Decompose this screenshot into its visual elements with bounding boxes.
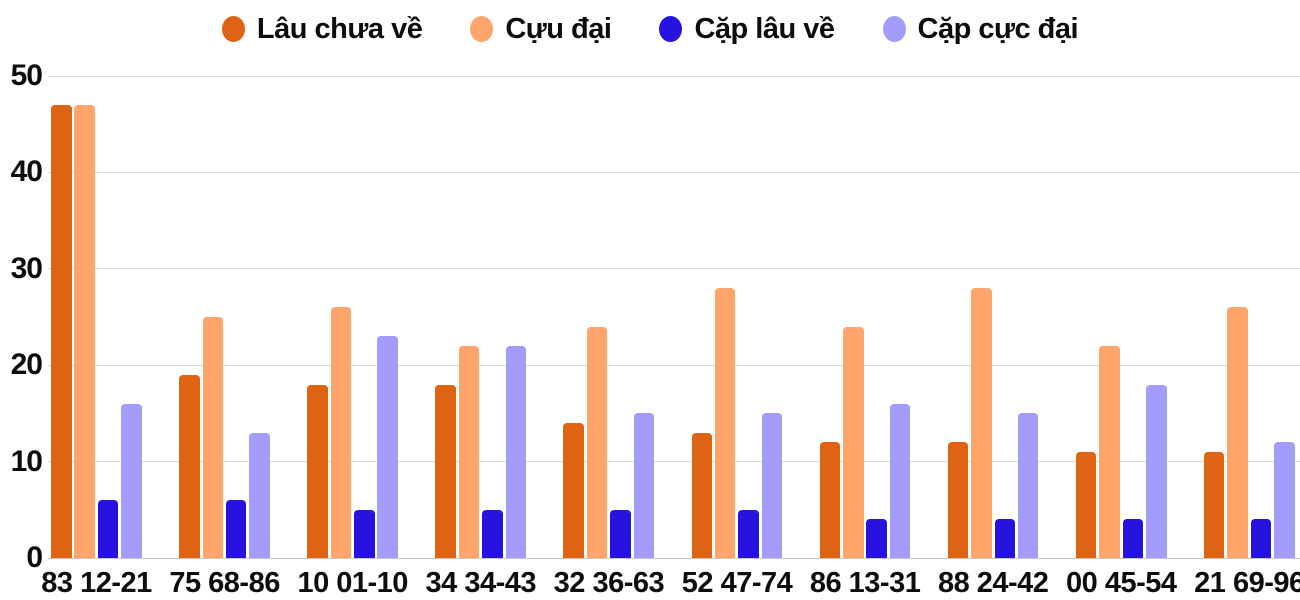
legend-series-dot-icon bbox=[470, 16, 494, 42]
bar bbox=[714, 288, 736, 558]
bar bbox=[1227, 307, 1248, 558]
bar bbox=[843, 326, 864, 558]
y-axis-tick-label: 30 bbox=[10, 251, 43, 285]
bar bbox=[121, 403, 142, 558]
legend-item-label: Cặp lâu về bbox=[694, 12, 835, 45]
bar bbox=[691, 432, 712, 558]
bar bbox=[994, 519, 1015, 558]
x-axis-category-label: 86 13-31 bbox=[809, 567, 921, 599]
gridline bbox=[48, 364, 1300, 366]
bar bbox=[179, 374, 200, 558]
legend-series-dot-icon bbox=[221, 16, 245, 42]
bar bbox=[97, 500, 119, 558]
legend-item[interactable]: Cặp lâu về bbox=[659, 12, 835, 46]
bar bbox=[866, 519, 887, 558]
gridline bbox=[48, 75, 1300, 77]
legend-item-label: Lâu chưa về bbox=[256, 12, 423, 45]
bar bbox=[761, 413, 783, 558]
legend-item[interactable]: Cựu đại bbox=[470, 12, 612, 46]
bar bbox=[1122, 519, 1144, 558]
bar bbox=[738, 509, 759, 558]
y-axis-tick-label: 20 bbox=[10, 348, 43, 382]
bar bbox=[586, 326, 608, 558]
bar bbox=[354, 509, 375, 558]
bar bbox=[225, 500, 247, 558]
bar bbox=[1075, 452, 1097, 558]
legend-series-dot-icon bbox=[659, 16, 683, 42]
x-axis-category-label: 52 47-74 bbox=[681, 567, 793, 599]
bar bbox=[889, 403, 911, 558]
legend-item[interactable]: Lâu chưa về bbox=[221, 12, 423, 46]
bar bbox=[1146, 384, 1167, 558]
bar bbox=[1250, 519, 1272, 558]
bar bbox=[563, 423, 584, 558]
legend-item-label: Cặp cực đại bbox=[917, 12, 1079, 45]
gridline bbox=[48, 461, 1300, 463]
bar bbox=[633, 413, 655, 558]
bar bbox=[482, 509, 503, 558]
bar bbox=[435, 384, 456, 558]
bar bbox=[307, 384, 328, 558]
x-axis-category-label: 34 34-43 bbox=[425, 567, 537, 599]
bar bbox=[610, 509, 631, 558]
bar bbox=[1203, 452, 1225, 558]
bar bbox=[1017, 413, 1039, 558]
gridline bbox=[48, 171, 1300, 173]
x-axis-category-label: 75 68-86 bbox=[169, 567, 280, 599]
bar bbox=[458, 345, 480, 558]
x-axis-category-label: 10 01-10 bbox=[297, 567, 408, 599]
bar bbox=[1274, 442, 1295, 558]
bar bbox=[819, 442, 841, 558]
chart-legend: Lâu chưa về Cựu đại Cặp lâu về Cặp cực đại bbox=[0, 7, 1300, 51]
bar bbox=[947, 442, 969, 558]
bar bbox=[74, 104, 95, 558]
bar bbox=[330, 307, 352, 558]
y-axis-tick-label: 10 bbox=[10, 444, 43, 478]
gridline bbox=[48, 268, 1300, 270]
legend-item-label: Cựu đại bbox=[505, 12, 612, 45]
x-axis-category-label: 21 69-96 bbox=[1194, 567, 1300, 599]
y-axis-tick-label: 50 bbox=[10, 59, 43, 92]
y-axis-tick-label: 40 bbox=[10, 155, 43, 189]
bar bbox=[202, 317, 223, 558]
bar bbox=[249, 432, 270, 558]
x-axis-category-label: 00 45-54 bbox=[1066, 567, 1177, 599]
bar bbox=[377, 336, 398, 558]
y-axis-tick-label: 0 bbox=[26, 541, 43, 574]
legend-item[interactable]: Cặp cực đại bbox=[882, 12, 1079, 46]
bar bbox=[971, 288, 992, 558]
legend-series-dot-icon bbox=[882, 16, 906, 42]
bar bbox=[1099, 345, 1120, 558]
bar bbox=[51, 104, 72, 558]
x-axis-category-label: 32 36-63 bbox=[553, 567, 665, 599]
x-axis-baseline bbox=[48, 557, 1300, 559]
x-axis-category-label: 83 12-21 bbox=[41, 567, 152, 599]
x-axis-category-label: 88 24-42 bbox=[937, 567, 1049, 599]
bar bbox=[505, 345, 526, 558]
